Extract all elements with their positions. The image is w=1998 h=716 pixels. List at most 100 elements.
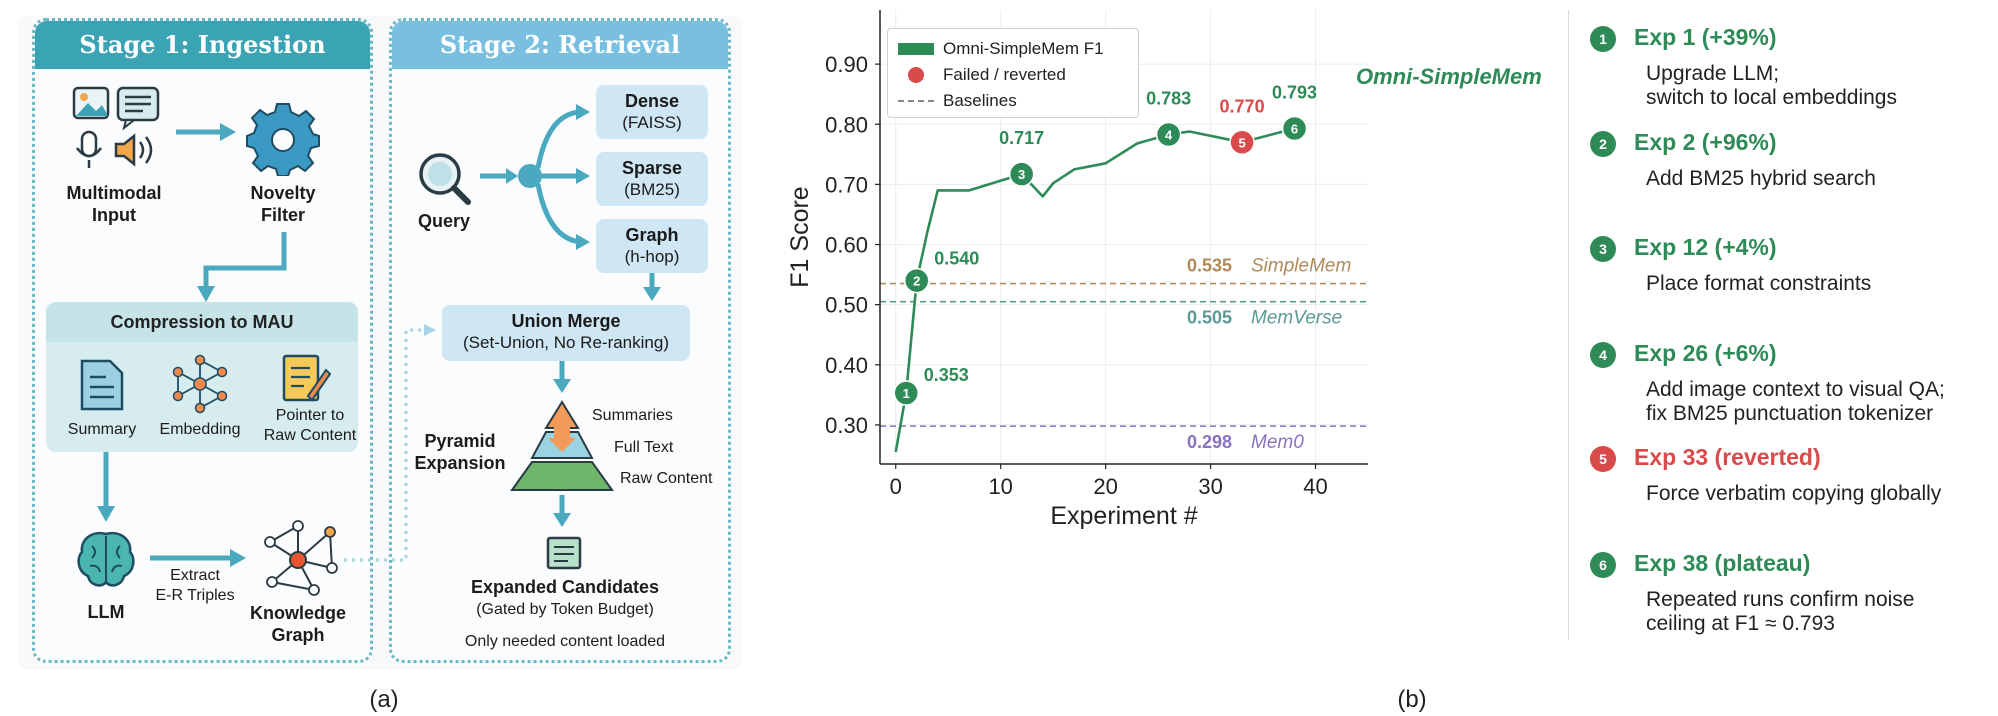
legend-swatch-line bbox=[898, 43, 934, 55]
pyramid-level-raw: Raw Content bbox=[620, 470, 713, 487]
experiment-badge: 5 bbox=[1590, 446, 1616, 472]
microphone-icon bbox=[76, 130, 102, 168]
query-label: Query bbox=[417, 211, 471, 231]
pointer-label: Pointer to Raw Content bbox=[250, 406, 370, 446]
arrow-llm-to-graph bbox=[150, 549, 246, 567]
extract-line2: E-R Triples bbox=[155, 587, 235, 604]
knowledge-graph-line2: Graph bbox=[271, 625, 325, 645]
panel-b-caption: (b) bbox=[1397, 686, 1427, 713]
chat-icon bbox=[116, 86, 160, 131]
experiment-description: Force verbatim copying globally bbox=[1646, 482, 1941, 506]
marker-number: 6 bbox=[1291, 121, 1298, 136]
experiment-badge: 2 bbox=[1590, 131, 1616, 157]
legend-item-f1: Omni-SimpleMem F1 bbox=[888, 37, 1138, 61]
y-tick-label: 0.80 bbox=[825, 112, 868, 137]
experiment-badge: 6 bbox=[1590, 552, 1616, 578]
marker-point bbox=[903, 267, 930, 294]
novelty-filter-line1: Novelty bbox=[250, 183, 316, 203]
extract-line1: Extract bbox=[170, 567, 220, 584]
expanded-candidates-title: Expanded Candidates bbox=[470, 577, 660, 597]
y-tick-label: 0.30 bbox=[825, 413, 868, 438]
experiment-description: Upgrade LLM; switch to local embeddings bbox=[1646, 62, 1897, 110]
brain-icon bbox=[77, 531, 135, 587]
y-tick-label: 0.60 bbox=[825, 233, 868, 258]
multimodal-input-label: Multimodal Input bbox=[44, 182, 184, 226]
graph-sub: (h-hop) bbox=[624, 247, 680, 266]
sparse-sub: (BM25) bbox=[624, 180, 680, 199]
experiment-description-line: Upgrade LLM; bbox=[1646, 62, 1780, 85]
pyramid-level-summaries: Summaries bbox=[592, 407, 673, 424]
multimodal-input-icons bbox=[72, 86, 160, 168]
legend-label-baselines: Baselines bbox=[943, 91, 1017, 110]
x-tick-label: 30 bbox=[1198, 474, 1222, 499]
marker-number: 2 bbox=[913, 274, 920, 289]
y-axis-label: F1 Score bbox=[786, 186, 814, 287]
marker-number: 4 bbox=[1165, 127, 1173, 142]
pointer-line1: Pointer to bbox=[275, 407, 345, 424]
baseline-value-label: 0.505 bbox=[1187, 308, 1232, 328]
y-tick-label: 0.40 bbox=[825, 353, 868, 378]
pyramid-expansion-label: Pyramid Expansion bbox=[410, 430, 510, 474]
image-icon bbox=[72, 86, 110, 120]
legend-swatch-dot bbox=[908, 67, 924, 83]
graph-retriever-box: Graph (h-hop) bbox=[596, 219, 708, 273]
experiment-title: Exp 26 (+6%) bbox=[1634, 340, 1777, 366]
y-tick-label: 0.90 bbox=[825, 52, 868, 77]
x-tick-label: 40 bbox=[1303, 474, 1327, 499]
candidates-stack-icon bbox=[546, 536, 582, 570]
experiment-title: Exp 33 (reverted) bbox=[1634, 444, 1821, 470]
marker-point bbox=[1008, 161, 1035, 187]
chart-baselines: 0.535 SimpleMem 0.505 MemVerse 0.298 Mem0 bbox=[880, 256, 1368, 453]
baseline-value-label: 0.298 bbox=[1187, 432, 1232, 452]
sparse-title: Sparse bbox=[621, 158, 683, 178]
legend-label-failed: Failed / reverted bbox=[943, 65, 1066, 84]
experiment-description: Add image context to visual QA; fix BM25 … bbox=[1646, 378, 1945, 426]
legend-item-failed: Failed / reverted bbox=[888, 63, 1138, 87]
union-merge-sub: (Set-Union, No Re-ranking) bbox=[463, 333, 669, 352]
summary-label: Summary bbox=[67, 421, 137, 438]
chart-legend: Omni-SimpleMem F1 Failed / reverted Base… bbox=[887, 28, 1139, 118]
marker-value-label: 0.353 bbox=[924, 365, 969, 385]
chart-series bbox=[894, 127, 1295, 453]
marker-point bbox=[1281, 115, 1308, 142]
marker-number: 3 bbox=[1018, 167, 1025, 182]
document-icon bbox=[80, 359, 124, 411]
experiment-description-line: Add image context to visual QA; bbox=[1646, 378, 1945, 401]
list-divider bbox=[1568, 10, 1569, 640]
multimodal-input-line2: Input bbox=[92, 205, 136, 225]
graph-to-union-connector bbox=[344, 324, 436, 562]
legend-item-baselines: Baselines bbox=[888, 89, 1138, 113]
baseline-name-label: MemVerse bbox=[1251, 308, 1342, 329]
arrow-graph-to-union bbox=[643, 273, 661, 301]
y-tick-label: 0.50 bbox=[825, 293, 868, 318]
experiment-description: Place format constraints bbox=[1646, 272, 1871, 296]
arrow-filter-to-compression bbox=[197, 232, 287, 302]
experiment-badge: 3 bbox=[1590, 236, 1616, 262]
marker-point bbox=[893, 380, 919, 406]
experiment-description-line: switch to local embeddings bbox=[1646, 86, 1897, 109]
marker-number: 1 bbox=[903, 386, 910, 401]
dense-title: Dense bbox=[624, 91, 680, 111]
compression-mau-title: Compression to MAU bbox=[46, 302, 358, 342]
pyramid-icon bbox=[510, 400, 614, 491]
stage2-footer: Only needed content loaded bbox=[464, 633, 666, 650]
graph-title: Graph bbox=[625, 225, 679, 245]
marker-value-label: 0.540 bbox=[934, 249, 979, 269]
pyramid-label-line2: Expansion bbox=[414, 453, 506, 473]
x-tick-label: 20 bbox=[1093, 474, 1117, 499]
chart-axes: 0.30 0.40 0.50 0.60 0.70 0.80 0.90 0 10 20 30 40 Exp… bbox=[786, 10, 1368, 530]
union-merge-title: Union Merge bbox=[511, 311, 621, 331]
experiment-description-line: Force verbatim copying globally bbox=[1646, 482, 1942, 505]
expanded-candidates-sub: (Gated by Token Budget) bbox=[476, 601, 654, 618]
arrow-input-to-filter bbox=[176, 123, 236, 141]
marker-point bbox=[1229, 129, 1255, 156]
dense-retriever-box: Dense (FAISS) bbox=[596, 85, 708, 139]
baseline-value-label: 0.535 bbox=[1187, 256, 1232, 276]
y-tick-label: 0.70 bbox=[825, 172, 868, 197]
knowledge-graph-line1: Knowledge bbox=[249, 603, 346, 623]
experiment-description: Repeated runs confirm noise ceiling at F1… bbox=[1646, 588, 1914, 636]
series-line bbox=[894, 127, 1295, 453]
sparse-retriever-box: Sparse (BM25) bbox=[596, 152, 708, 206]
embedding-label: Embedding bbox=[159, 421, 241, 438]
